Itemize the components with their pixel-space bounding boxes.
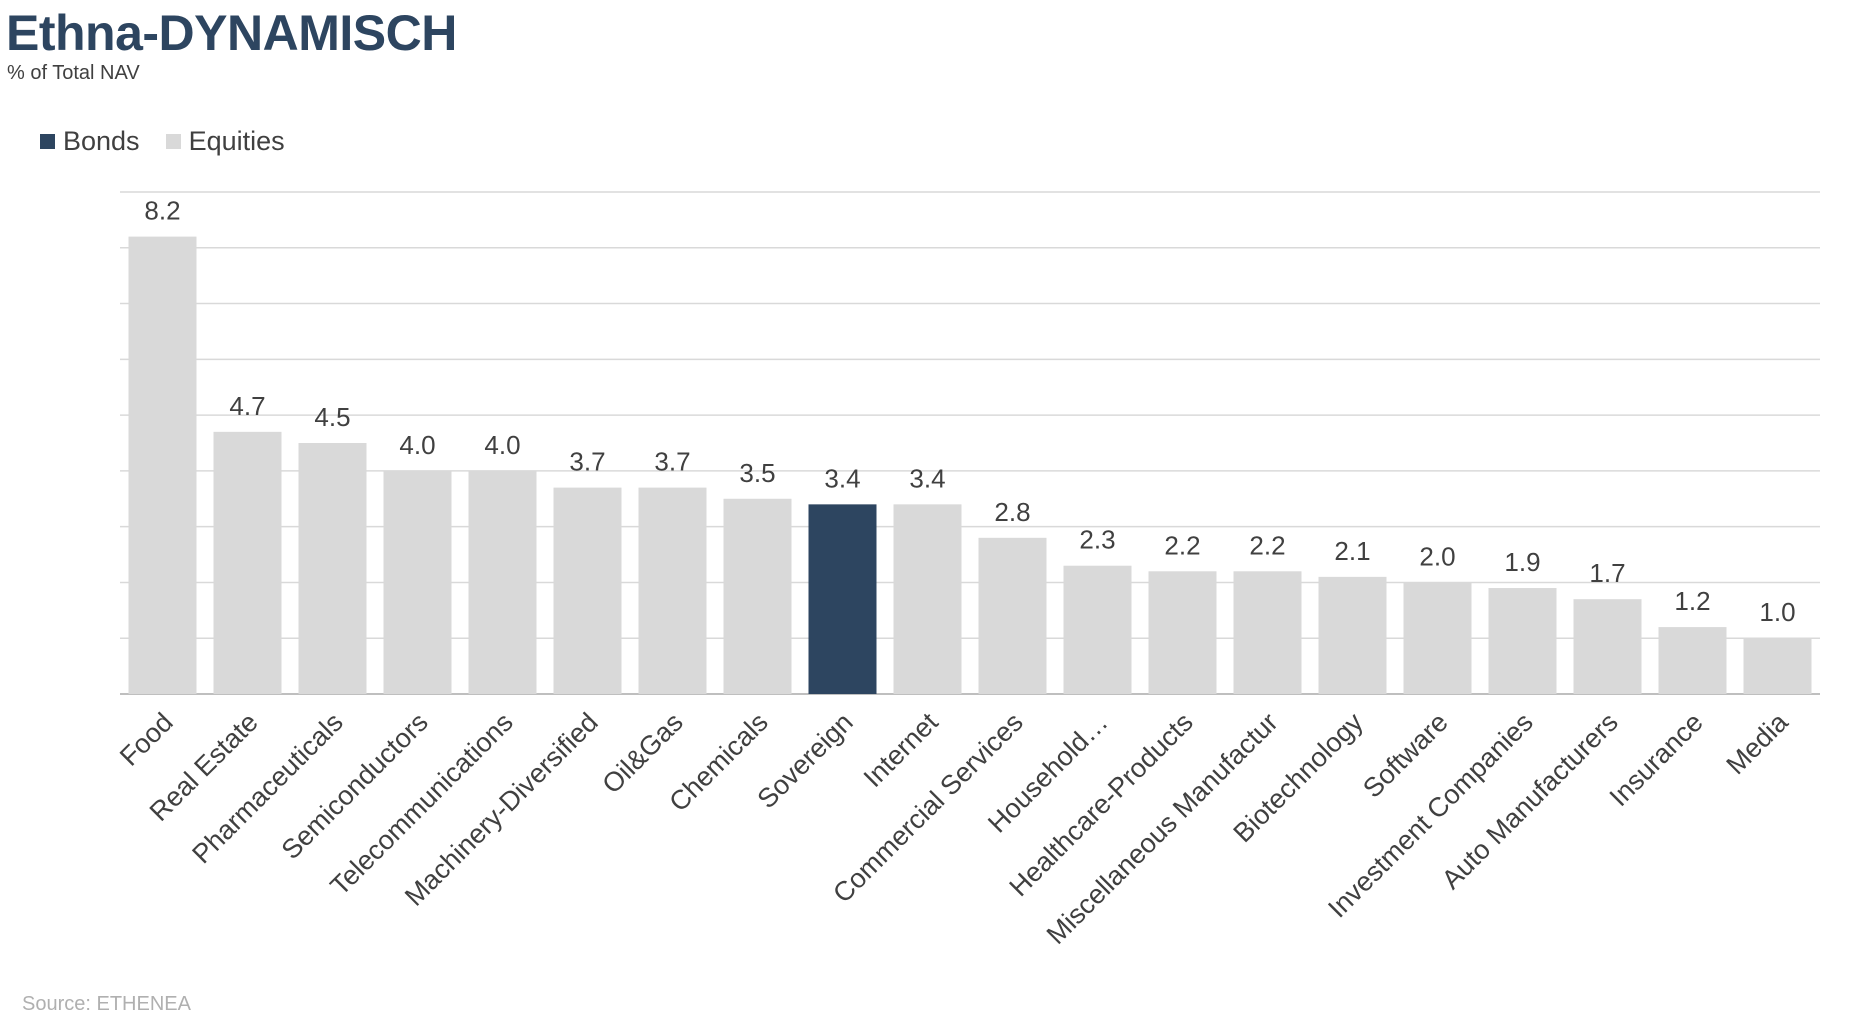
bar-media xyxy=(1743,638,1812,694)
legend-swatch-bonds xyxy=(40,134,55,149)
legend-item-bonds: Bonds xyxy=(40,126,140,157)
data-label: 1.9 xyxy=(1504,547,1540,577)
data-label: 1.2 xyxy=(1674,586,1710,616)
bar-food xyxy=(128,236,197,694)
chart-subtitle: % of Total NAV xyxy=(7,62,140,84)
data-label: 3.4 xyxy=(909,463,945,493)
data-label: 8.2 xyxy=(144,196,180,226)
category-label: Internet xyxy=(858,707,944,793)
data-label: 4.5 xyxy=(314,402,350,432)
bar-household xyxy=(1063,565,1132,694)
bar-investment-companies xyxy=(1488,588,1557,694)
legend-label-equities: Equities xyxy=(188,126,285,156)
data-label: 2.8 xyxy=(994,497,1030,527)
data-label: 4.7 xyxy=(229,391,265,421)
data-label: 3.4 xyxy=(824,463,860,493)
category-label: Semiconductors xyxy=(276,707,434,865)
bar-biotechnology xyxy=(1318,576,1387,694)
data-label: 1.7 xyxy=(1589,558,1625,588)
source-note: Source: ETHENEA xyxy=(22,993,191,1015)
category-label: Insurance xyxy=(1604,707,1709,812)
data-label: 3.7 xyxy=(654,447,690,477)
bar-pharmaceuticals xyxy=(298,443,367,694)
legend-swatch-equities xyxy=(165,134,181,149)
bar-semiconductors xyxy=(383,470,452,694)
bar-chemicals xyxy=(723,498,792,694)
data-label: 2.3 xyxy=(1079,525,1115,555)
bar-telecommunications xyxy=(468,470,537,694)
category-label: Pharmaceuticals xyxy=(186,707,348,869)
data-label: 1.0 xyxy=(1759,597,1795,627)
data-label: 2.1 xyxy=(1334,536,1370,566)
bar-machinery-diversified xyxy=(553,487,622,694)
data-label: 4.0 xyxy=(399,430,435,460)
bar-insurance xyxy=(1658,627,1727,694)
data-label: 3.5 xyxy=(739,458,775,488)
chart-title: Ethna-DYNAMISCH xyxy=(6,5,457,61)
data-label: 2.2 xyxy=(1249,530,1285,560)
data-label: 3.7 xyxy=(569,447,605,477)
bar-miscellaneous-manufactur xyxy=(1233,571,1302,694)
bar-sovereign xyxy=(808,504,877,694)
bar-oil-gas xyxy=(638,487,707,694)
legend-item-equities: Equities xyxy=(165,126,285,157)
bar-software xyxy=(1403,582,1472,694)
category-label: Food xyxy=(114,707,179,772)
data-label: 2.0 xyxy=(1419,541,1455,571)
bar-auto-manufacturers xyxy=(1573,599,1642,694)
legend: Bonds Equities xyxy=(40,126,311,157)
data-label: 4.0 xyxy=(484,430,520,460)
data-label: 2.2 xyxy=(1164,530,1200,560)
bar-commercial-services xyxy=(978,537,1047,694)
bar-real-estate xyxy=(213,431,282,694)
bar-internet xyxy=(893,504,962,694)
bar-healthcare-products xyxy=(1148,571,1217,694)
legend-label-bonds: Bonds xyxy=(63,126,140,156)
category-label: Media xyxy=(1721,706,1795,780)
